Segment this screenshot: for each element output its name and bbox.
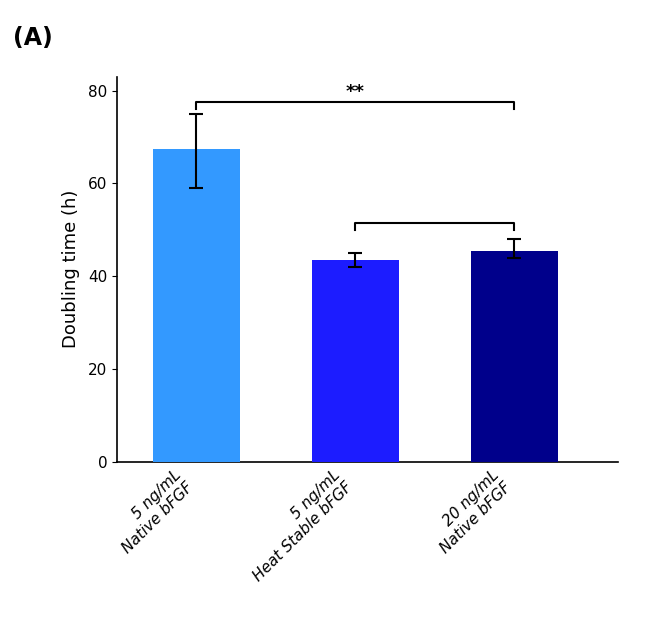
Text: **: ** (346, 83, 365, 101)
Text: (A): (A) (13, 26, 53, 49)
Y-axis label: Doubling time (h): Doubling time (h) (62, 190, 79, 349)
Bar (471, 251, 558, 462)
Bar (153, 149, 240, 462)
Bar (311, 260, 399, 462)
